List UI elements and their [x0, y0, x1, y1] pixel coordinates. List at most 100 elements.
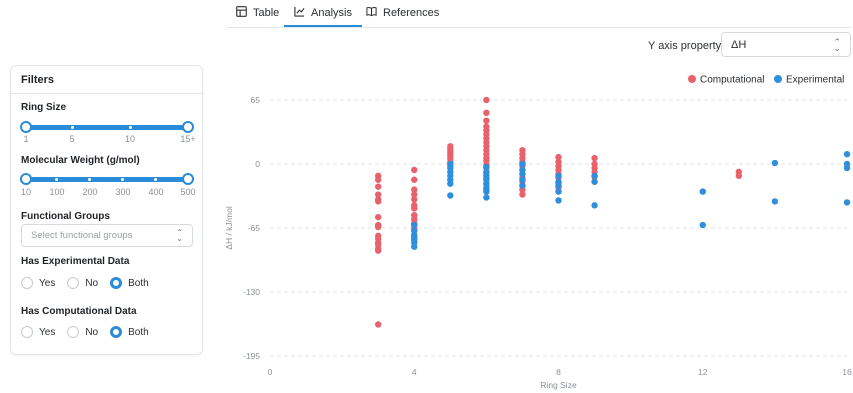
- ring-size-max-handle[interactable]: [182, 120, 194, 133]
- slider-tick: [71, 126, 74, 129]
- radio-option-yes[interactable]: Yes: [21, 277, 55, 289]
- x-tick-label: 16: [842, 367, 852, 377]
- experimental-point: [519, 182, 526, 189]
- computational-point: [735, 172, 743, 180]
- mw-tick-label: 200: [82, 187, 98, 197]
- radio-label: Both: [128, 277, 149, 289]
- computational-point: [374, 213, 382, 221]
- computational-point: [555, 153, 562, 161]
- experimental-point: [483, 188, 490, 195]
- y-tick-label: -130: [243, 287, 260, 297]
- x-tick-label: 8: [556, 367, 561, 377]
- experimental-point: [519, 160, 526, 168]
- computational-point: [447, 143, 454, 150]
- molecular-weight-slider[interactable]: [20, 172, 194, 185]
- ring-size-min-handle[interactable]: [20, 120, 32, 133]
- radio-button[interactable]: [67, 277, 80, 289]
- tab-analysis-label: Analysis: [311, 6, 352, 19]
- scatter-chart: 65 0 -65 -130 -195 0 4 8 12 16 Ring Size ΔH / kJ/mo…: [226, 60, 853, 393]
- chart-icon: [294, 6, 305, 20]
- radio-button-selected[interactable]: [110, 326, 123, 338]
- radio-label: Yes: [39, 326, 56, 338]
- legend-label-experimental: Experimental: [786, 75, 844, 86]
- slider-tick: [121, 178, 124, 181]
- computational-point: [374, 183, 382, 190]
- select-chevron-icon: ⌃ ⌄: [833, 37, 841, 53]
- y-axis-property-value: ΔH: [731, 38, 747, 51]
- functional-groups-select[interactable]: Select functional groups ⌃ ⌄: [21, 224, 193, 247]
- table-icon: [236, 6, 247, 20]
- radio-button[interactable]: [21, 277, 33, 289]
- mw-tick-label: 100: [49, 187, 65, 197]
- experimental-point: [699, 221, 706, 229]
- ring-size-tick-label: 10: [124, 134, 136, 144]
- radio-option-both[interactable]: Both: [110, 277, 149, 289]
- has-computational-radio-group: Yes No Both: [21, 324, 161, 340]
- radio-button-selected[interactable]: [110, 277, 123, 289]
- ring-size-tick-label: 1: [23, 134, 29, 144]
- computational-point: [411, 186, 418, 193]
- computational-point: [374, 198, 382, 205]
- computational-point: [411, 176, 418, 183]
- divider: [11, 93, 202, 94]
- radio-button[interactable]: [67, 326, 80, 338]
- experimental-point: [411, 227, 418, 235]
- tab-analysis[interactable]: Analysis: [284, 0, 362, 27]
- computational-point: [591, 154, 598, 162]
- tab-table[interactable]: Table: [236, 0, 279, 26]
- slider-tick: [55, 178, 58, 181]
- y-tick-label: -195: [243, 351, 260, 361]
- experimental-point: [519, 176, 526, 183]
- y-axis-property-select[interactable]: ΔH ⌃ ⌄: [721, 32, 851, 57]
- radio-label: Both: [128, 326, 149, 338]
- experimental-point: [555, 172, 562, 180]
- experimental-point: [447, 180, 454, 187]
- functional-groups-placeholder: Select functional groups: [31, 230, 133, 241]
- molecular-weight-max-handle[interactable]: [182, 172, 194, 185]
- radio-option-no[interactable]: No: [67, 277, 98, 289]
- y-axis-label: ΔH / kJ/mol: [226, 206, 234, 250]
- y-tick-label: -65: [248, 223, 261, 233]
- experimental-point: [555, 197, 562, 204]
- mw-tick-label: 10: [20, 187, 32, 197]
- computational-point: [411, 205, 418, 212]
- mw-tick-label: 300: [115, 187, 131, 197]
- computational-point: [411, 191, 418, 198]
- computational-point: [374, 176, 382, 183]
- y-tick-label: 0: [255, 159, 260, 169]
- computational-point: [374, 321, 382, 328]
- experimental-point: [591, 178, 598, 185]
- ring-size-slider[interactable]: [20, 120, 194, 133]
- experimental-point: [771, 198, 779, 205]
- computational-point: [483, 109, 490, 116]
- ring-size-tick-label: 15+: [180, 134, 196, 144]
- has-experimental-label: Has Experimental Data: [21, 256, 130, 267]
- x-tick-label: 4: [412, 367, 417, 377]
- radio-option-yes[interactable]: Yes: [21, 326, 55, 338]
- computational-point: [411, 166, 418, 174]
- tab-references-label: References: [383, 7, 440, 19]
- molecular-weight-min-handle[interactable]: [20, 172, 32, 185]
- slider-tick: [88, 178, 91, 181]
- scatter-chart-svg: 65 0 -65 -130 -195 0 4 8 12 16 Ring Size ΔH / kJ/mo…: [226, 75, 852, 391]
- radio-option-no[interactable]: No: [67, 326, 98, 338]
- computational-point: [411, 196, 418, 203]
- radio-label: No: [85, 277, 99, 289]
- slider-tick: [154, 178, 157, 181]
- experimental-point: [447, 192, 454, 199]
- experimental-point: [843, 199, 851, 206]
- radio-button[interactable]: [21, 326, 33, 338]
- radio-label: Yes: [39, 277, 56, 289]
- x-tick-label: 0: [268, 367, 273, 377]
- functional-groups-label: Functional Groups: [21, 211, 110, 222]
- computational-point: [483, 117, 490, 124]
- computational-point: [374, 191, 382, 198]
- experimental-point: [411, 243, 418, 250]
- experimental-point: [519, 170, 526, 178]
- tab-references[interactable]: References: [366, 0, 439, 26]
- radio-option-both[interactable]: Both: [110, 326, 149, 338]
- experimental-point: [843, 150, 851, 158]
- book-icon: [366, 6, 377, 20]
- molecular-weight-label: Molecular Weight (g/mol): [21, 155, 140, 166]
- radio-label: No: [85, 326, 99, 338]
